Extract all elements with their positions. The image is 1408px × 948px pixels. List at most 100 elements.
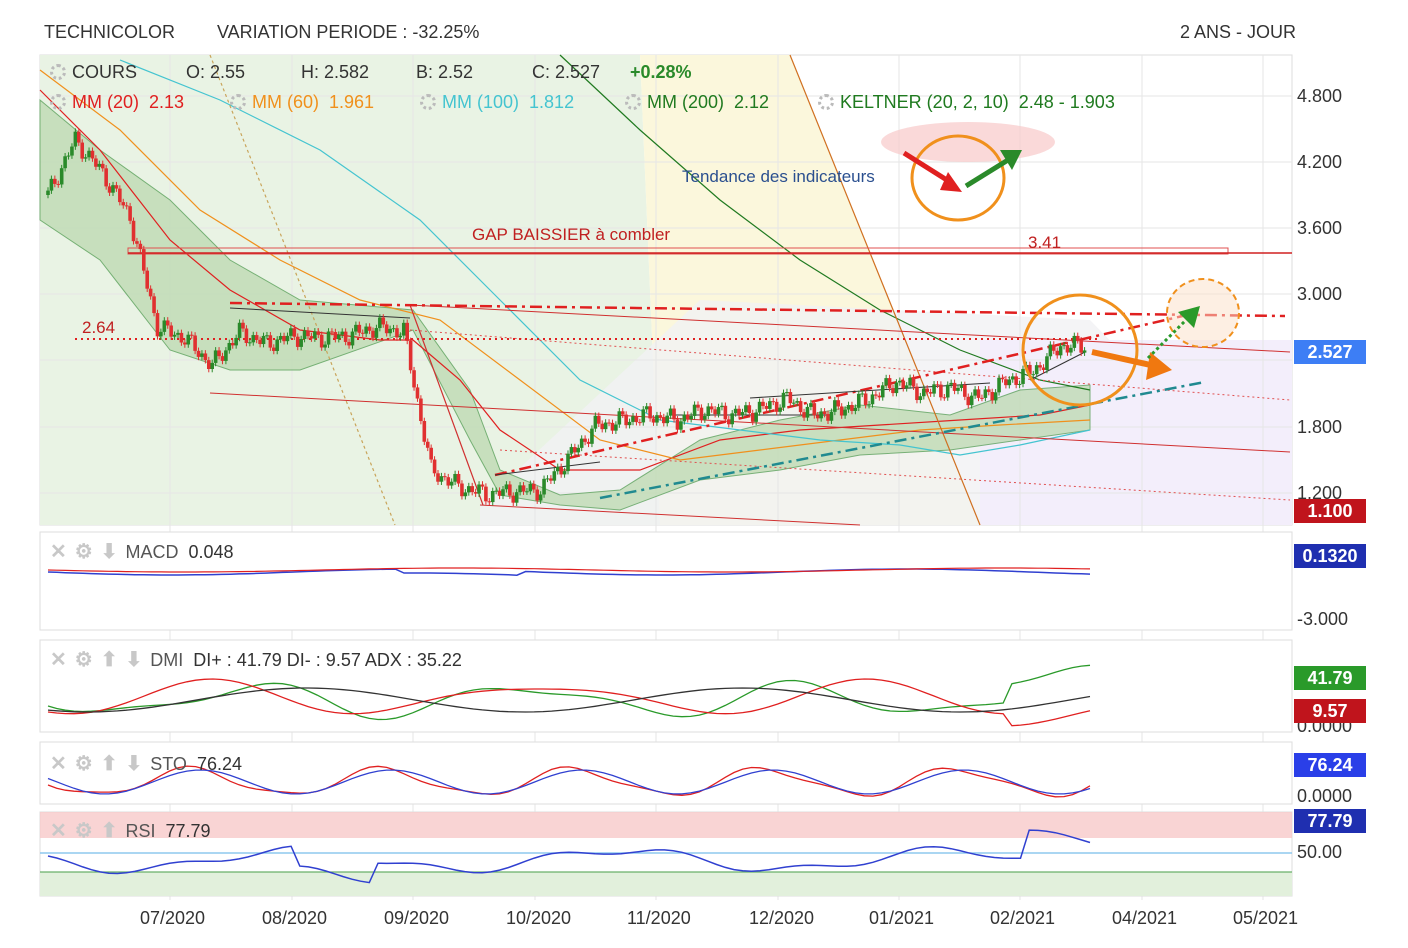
candle-body [456,473,461,484]
candle-body [894,382,899,394]
rsi-badge: 77.79 [1294,809,1366,833]
mm100-legend[interactable]: MM (100) 1.812 [420,92,574,113]
candle-body [1017,383,1022,385]
gear-icon[interactable] [818,94,834,110]
candle-body [761,401,765,407]
candle-body [877,395,882,398]
candle-body [200,353,204,357]
mm20-legend[interactable]: MM (20) 2.13 [50,92,184,113]
x-tick: 09/2020 [384,908,450,928]
gear-icon[interactable]: ⚙ [74,753,93,775]
arrow-up-icon[interactable]: ⬆ [100,649,118,671]
candle-body [138,243,143,250]
gear-icon[interactable] [420,94,436,110]
level-264-label: 2.64 [82,318,116,337]
candle-body [935,384,940,386]
open-value: O: 2.55 [186,62,246,82]
candle-body [1051,344,1056,351]
arrow-up-icon[interactable]: ⬆ [100,820,118,842]
candle-body [155,313,160,337]
mm60-line [39,69,1091,461]
gear-icon[interactable]: ⚙ [74,820,93,842]
candle-body [268,335,273,348]
candle-body [316,331,321,335]
candle-body [798,401,803,413]
close-icon[interactable]: ✕ [50,541,67,563]
candle-body [949,382,953,385]
candle-body [295,336,300,347]
candle-body [839,406,844,416]
candle-body [545,478,550,480]
gear-icon[interactable] [50,64,66,80]
macd-panel [39,531,1293,631]
keltner-legend[interactable]: KELTNER (20, 2, 10) 2.48 - 1.903 [818,92,1115,113]
y-tick: 0.0000 [1297,786,1353,806]
candle-body [1069,347,1073,353]
candle-body [518,485,522,493]
candle-body [942,397,947,399]
candle-body [1034,365,1039,375]
y-tick: -3.000 [1297,609,1349,629]
candle-body [189,334,194,336]
channel-bottom [479,504,861,526]
candle-body [124,205,129,207]
arrow-up-icon[interactable]: ⬆ [100,753,118,775]
candle-body [234,337,238,346]
candle-body [614,424,618,431]
period-selector[interactable]: 2 ANS - JOUR [1180,22,1297,42]
candle-body [884,378,888,386]
cours-legend[interactable]: COURS [50,62,137,83]
candle-body [874,394,878,396]
gear-icon[interactable]: ⚙ [74,649,93,671]
candle-body [925,388,930,393]
candle-body [360,332,365,334]
candle-body [853,407,858,411]
candle-body [501,489,505,496]
close-icon[interactable]: ✕ [50,820,67,842]
mm60-legend[interactable]: MM (60) 1.961 [230,92,374,113]
candle-body [764,406,769,409]
channel-mid [209,392,1291,453]
candle-body [576,447,581,453]
candle-body [289,328,293,336]
candle-body [706,406,711,417]
candle-body [737,408,741,416]
candle-body [508,484,512,496]
candle-body [244,328,249,343]
gear-icon[interactable] [50,94,66,110]
keltner-value: 2.48 - 1.903 [1018,92,1115,112]
candle-body [1048,344,1053,357]
candle-body [374,328,379,338]
y-tick: 3.600 [1297,218,1343,238]
candle-body [836,400,841,407]
gear-icon[interactable] [625,94,641,110]
candle-body [73,131,78,147]
candle-body [487,501,492,503]
candle-body [709,406,714,410]
candle-body [986,389,991,393]
candle-body [870,394,875,405]
close-icon[interactable]: ✕ [50,649,67,671]
candle-body [258,339,262,345]
candle-body [398,335,403,338]
candle-body [419,398,423,422]
gear-icon[interactable] [230,94,246,110]
arrow-down-icon[interactable]: ⬇ [125,753,143,775]
close-icon[interactable]: ✕ [50,753,67,775]
candle-body [463,492,468,497]
candle-body [757,401,762,413]
candle-body [603,422,608,430]
candle-body [183,342,187,345]
arrow-down-icon[interactable]: ⬇ [100,541,118,563]
candle-body [1021,368,1025,384]
mm200-legend[interactable]: MM (200) 2.12 [625,92,769,113]
gear-icon[interactable]: ⚙ [74,541,93,563]
diplus-badge: 41.79 [1294,666,1366,690]
candle-body [1031,374,1036,376]
candle-body [932,384,936,394]
candle-body [754,412,758,422]
arrow-down-icon[interactable]: ⬇ [125,649,143,671]
candle-body [1072,335,1077,348]
candle-body [945,384,950,398]
